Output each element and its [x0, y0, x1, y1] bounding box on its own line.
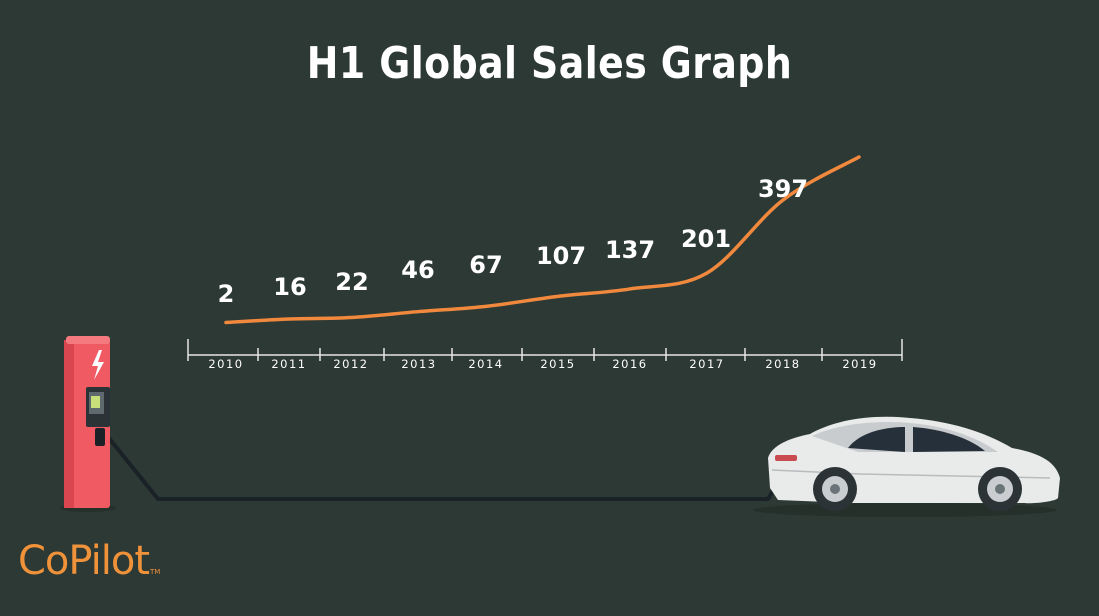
data-label: 2: [218, 280, 235, 308]
data-label: 397: [758, 175, 808, 203]
x-tick-label: 2010: [208, 357, 243, 371]
charging-station-icon: [60, 336, 116, 512]
data-label: 137: [605, 236, 655, 264]
x-tick-label: 2012: [333, 357, 368, 371]
data-label: 67: [469, 251, 502, 279]
logo-text: CoPilot: [18, 538, 150, 584]
x-tick-label: 2015: [540, 357, 575, 371]
x-tick-label: 2017: [689, 357, 724, 371]
x-tick-label: 2018: [765, 357, 800, 371]
electric-car-icon: [753, 416, 1060, 517]
series-line: [224, 155, 861, 325]
copilot-logo: CoPilotTM: [18, 538, 160, 584]
data-label: 46: [401, 256, 434, 284]
x-axis: 2010 2011 2012 2013 2014 2015 2016 2017 2018 2019: [187, 339, 903, 371]
logo-trademark: TM: [150, 568, 161, 576]
data-label: 107: [536, 242, 586, 270]
x-tick-label: 2011: [271, 357, 306, 371]
chart-title: H1 Global Sales Graph: [306, 38, 793, 89]
charging-cable: [102, 430, 792, 501]
x-tick-label: 2014: [468, 357, 503, 371]
data-label: 16: [273, 273, 306, 301]
x-tick-label: 2013: [401, 357, 436, 371]
data-label: 201: [681, 225, 731, 253]
x-tick-label: 2019: [842, 357, 877, 371]
data-labels: 2 16 22 46 67 107 137 201 397: [218, 175, 808, 308]
data-label: 22: [335, 268, 368, 296]
x-tick-label: 2016: [612, 357, 647, 371]
